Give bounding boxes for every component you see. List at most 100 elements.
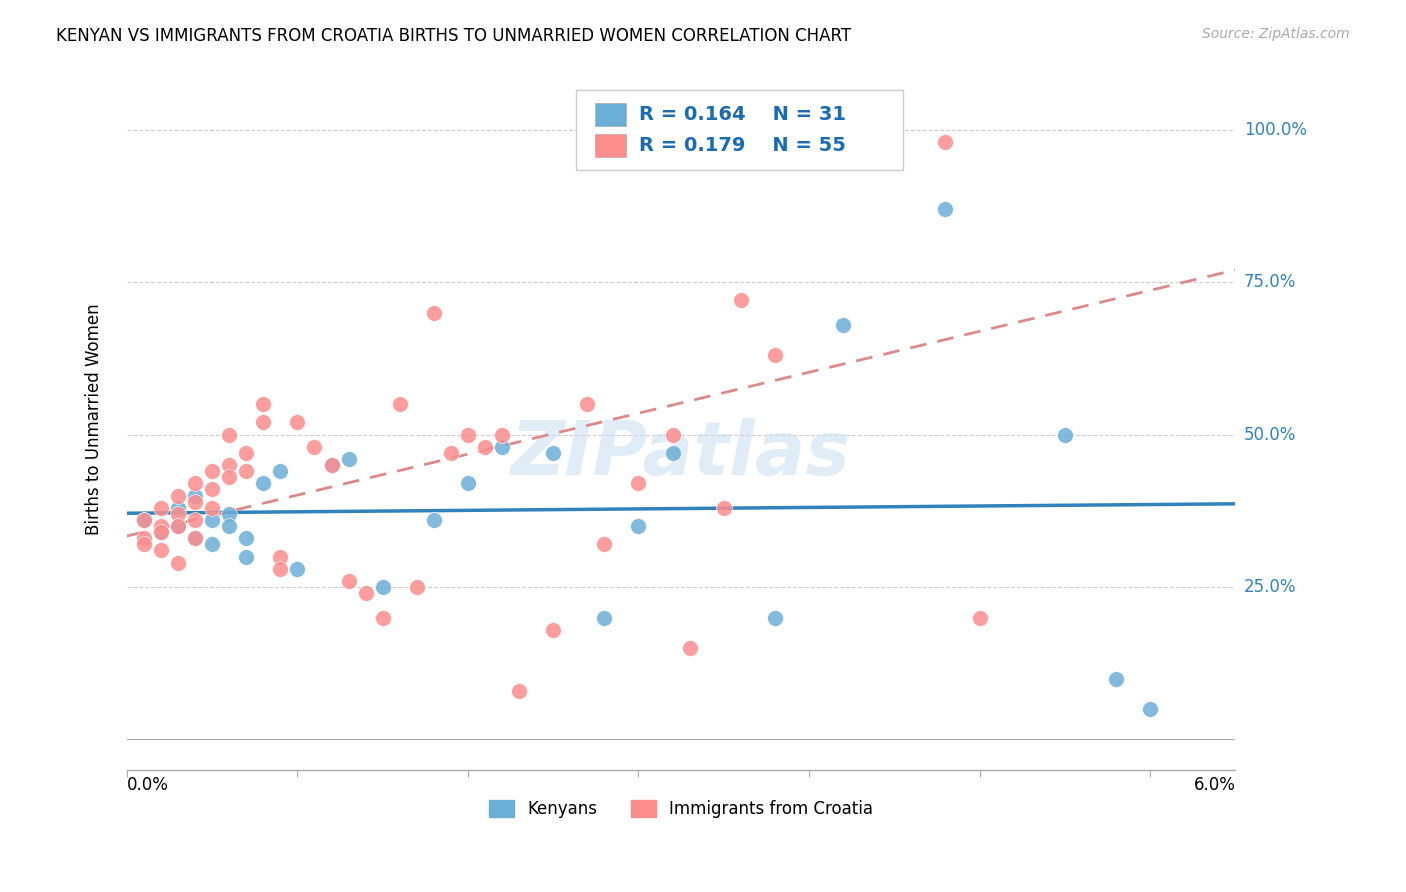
Point xyxy=(132,513,155,527)
Point xyxy=(252,415,274,429)
Point xyxy=(388,397,411,411)
FancyBboxPatch shape xyxy=(595,103,626,126)
Point xyxy=(132,537,155,551)
Point xyxy=(969,610,991,624)
Point xyxy=(235,464,257,478)
Text: 0.0%: 0.0% xyxy=(127,776,169,794)
Text: 100.0%: 100.0% xyxy=(1244,120,1306,138)
Point xyxy=(576,397,599,411)
Text: 75.0%: 75.0% xyxy=(1244,273,1296,291)
Point xyxy=(337,451,360,466)
Point xyxy=(201,513,224,527)
Point xyxy=(218,458,240,472)
Point xyxy=(184,513,207,527)
Point xyxy=(541,623,564,637)
Point xyxy=(287,562,309,576)
Point xyxy=(252,397,274,411)
Point xyxy=(321,458,343,472)
Point xyxy=(491,427,513,442)
Point xyxy=(304,440,326,454)
Point xyxy=(474,440,496,454)
Point xyxy=(150,543,173,558)
Point xyxy=(713,500,735,515)
Point xyxy=(593,610,616,624)
Point xyxy=(541,446,564,460)
Point xyxy=(287,415,309,429)
Point xyxy=(457,476,479,491)
Point xyxy=(252,476,274,491)
Point xyxy=(167,519,190,533)
Point xyxy=(832,135,855,149)
Text: 6.0%: 6.0% xyxy=(1194,776,1236,794)
Point xyxy=(218,507,240,521)
Point xyxy=(201,500,224,515)
Point xyxy=(508,683,530,698)
Point xyxy=(201,483,224,497)
Point xyxy=(167,489,190,503)
Point xyxy=(167,500,190,515)
Point xyxy=(201,537,224,551)
Point xyxy=(132,531,155,545)
Point xyxy=(150,525,173,540)
Point xyxy=(269,464,291,478)
Point xyxy=(763,610,786,624)
Point xyxy=(167,556,190,570)
Point xyxy=(423,513,446,527)
Point xyxy=(184,494,207,508)
Point xyxy=(337,574,360,588)
Point xyxy=(167,507,190,521)
FancyBboxPatch shape xyxy=(595,134,626,157)
Point xyxy=(423,305,446,319)
Point xyxy=(883,135,905,149)
Point xyxy=(150,525,173,540)
Point xyxy=(184,476,207,491)
Text: KENYAN VS IMMIGRANTS FROM CROATIA BIRTHS TO UNMARRIED WOMEN CORRELATION CHART: KENYAN VS IMMIGRANTS FROM CROATIA BIRTHS… xyxy=(56,27,852,45)
Point xyxy=(132,513,155,527)
Point xyxy=(797,135,820,149)
Text: Source: ZipAtlas.com: Source: ZipAtlas.com xyxy=(1202,27,1350,41)
Text: ZIPatlas: ZIPatlas xyxy=(512,417,851,491)
Point xyxy=(218,470,240,484)
Point xyxy=(167,519,190,533)
Point xyxy=(218,519,240,533)
Point xyxy=(832,318,855,332)
Point xyxy=(235,549,257,564)
Point xyxy=(218,427,240,442)
Y-axis label: Births to Unmarried Women: Births to Unmarried Women xyxy=(86,303,103,535)
Point xyxy=(405,580,427,594)
Text: 25.0%: 25.0% xyxy=(1244,578,1296,596)
Point xyxy=(678,640,700,655)
Point xyxy=(1105,672,1128,686)
Point xyxy=(150,500,173,515)
Point xyxy=(184,531,207,545)
Point xyxy=(934,135,956,149)
Point xyxy=(661,446,683,460)
Point xyxy=(934,202,956,216)
Point xyxy=(440,446,463,460)
Text: 50.0%: 50.0% xyxy=(1244,425,1296,443)
Text: R = 0.179    N = 55: R = 0.179 N = 55 xyxy=(638,136,846,155)
Point xyxy=(593,537,616,551)
Point xyxy=(1053,427,1076,442)
Point xyxy=(627,476,650,491)
Point xyxy=(627,519,650,533)
Legend: Kenyans, Immigrants from Croatia: Kenyans, Immigrants from Croatia xyxy=(482,793,880,825)
Point xyxy=(235,531,257,545)
Point xyxy=(354,586,377,600)
Point xyxy=(321,458,343,472)
Text: R = 0.164    N = 31: R = 0.164 N = 31 xyxy=(638,104,846,124)
Point xyxy=(184,489,207,503)
Point xyxy=(150,519,173,533)
Point xyxy=(491,440,513,454)
Point xyxy=(201,464,224,478)
Point xyxy=(371,580,394,594)
Point xyxy=(1139,702,1161,716)
Point xyxy=(235,446,257,460)
Point xyxy=(763,348,786,362)
Point xyxy=(661,427,683,442)
Point xyxy=(371,610,394,624)
Point xyxy=(184,531,207,545)
FancyBboxPatch shape xyxy=(576,89,903,170)
Point xyxy=(269,549,291,564)
Point xyxy=(457,427,479,442)
